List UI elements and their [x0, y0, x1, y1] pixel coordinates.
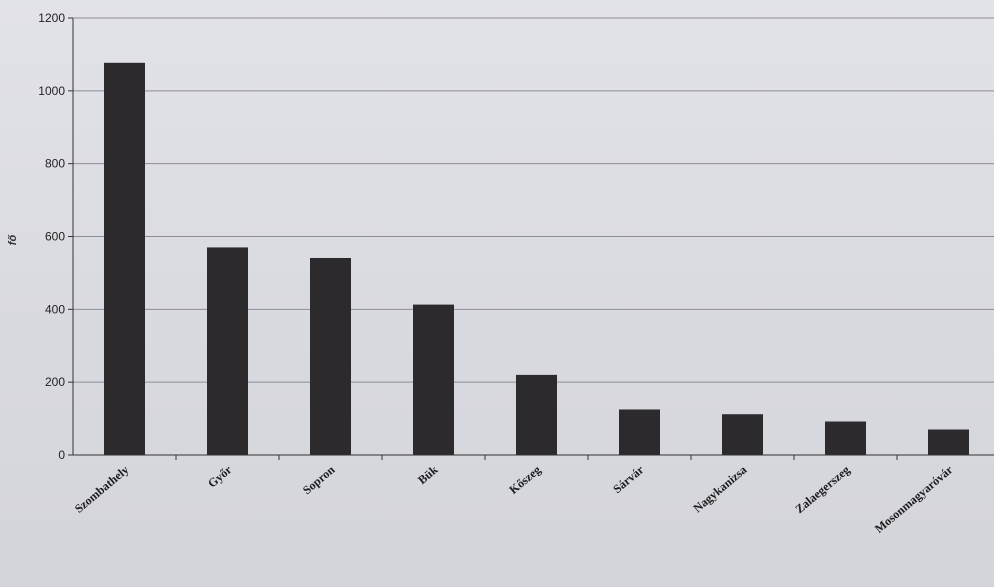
bar-7 — [825, 421, 866, 455]
y-tick-label: 1000 — [38, 84, 65, 98]
y-tick-label: 400 — [45, 302, 65, 316]
x-axis-ticks: Szombathely Győr Sopron Bük Kőszeg Sárvár Nagy… — [72, 455, 956, 536]
x-tick-label: Kőszeg — [506, 463, 543, 497]
x-tick-label: Győr — [205, 462, 235, 490]
bar-3 — [413, 304, 454, 455]
y-axis-ticks: 0 200 400 600 800 1000 1200 — [38, 11, 73, 462]
axes — [72, 17, 994, 456]
bar-8 — [928, 429, 969, 455]
y-tick-label: 200 — [45, 375, 65, 389]
y-tick-label: 1200 — [38, 11, 65, 25]
bar-6 — [722, 414, 763, 455]
x-tick-label: Zalaegerszeg — [792, 463, 852, 517]
bar-0 — [104, 62, 145, 455]
y-axis-title: fő — [7, 235, 19, 246]
x-tick-label: Nagykanizsa — [690, 463, 749, 516]
y-tick-label: 0 — [58, 448, 65, 462]
bar-4 — [516, 374, 557, 455]
y-tick-label: 800 — [45, 157, 65, 171]
x-tick-label: Sopron — [300, 462, 338, 497]
x-tick-label: Szombathely — [72, 463, 132, 516]
bars — [104, 62, 969, 455]
x-tick-label: Bük — [415, 462, 441, 487]
x-tick-label: Mosonmagyaróvár — [872, 462, 956, 536]
bar-5 — [619, 409, 660, 455]
bar-1 — [207, 247, 248, 455]
x-tick-label: Sárvár — [610, 462, 647, 496]
y-tick-label: 600 — [45, 230, 65, 244]
bar-2 — [310, 257, 351, 455]
